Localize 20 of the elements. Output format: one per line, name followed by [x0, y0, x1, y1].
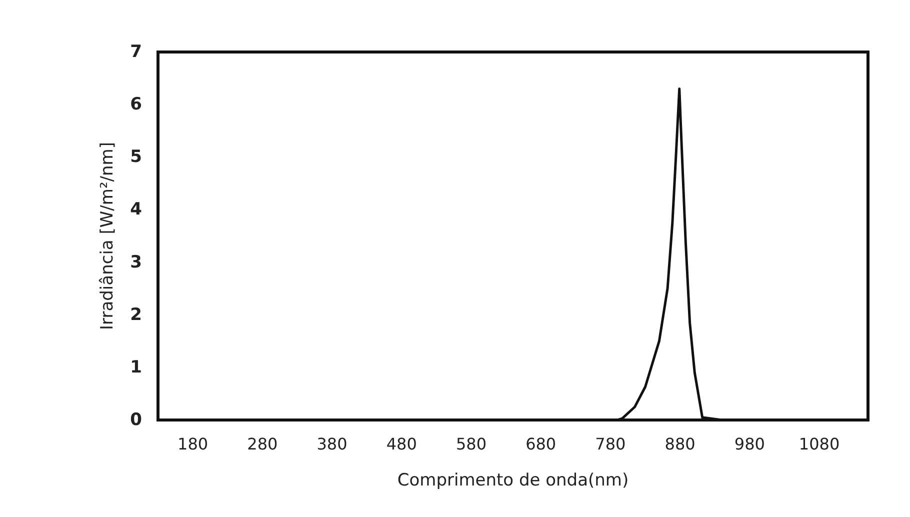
y-tick-label: 3: [130, 252, 142, 272]
y-tick-label: 6: [130, 94, 142, 115]
x-axis-title: Comprimento de onda(nm): [397, 470, 629, 490]
x-tick-label: 180: [178, 434, 208, 454]
x-tick-label: 380: [316, 434, 348, 454]
y-tick-label: 1: [130, 357, 142, 378]
y-tick-label: 0: [130, 410, 142, 430]
x-tick-label: 480: [386, 434, 417, 454]
x-tick-label: 1080: [798, 434, 840, 454]
x-tick-label: 280: [247, 434, 278, 454]
y-tick-label: 2: [130, 304, 142, 325]
y-tick-label: 4: [130, 200, 142, 220]
y-tick-label: 7: [130, 42, 142, 62]
x-tick-label: 780: [595, 434, 626, 454]
x-tick-label: 980: [734, 434, 765, 454]
x-tick-label: 580: [456, 434, 487, 454]
y-tick-label: 5: [130, 147, 142, 168]
y-axis-title: Irradiância [W/m²/nm]: [98, 142, 118, 330]
x-tick-label: 680: [526, 434, 556, 454]
x-tick-label: 880: [664, 434, 696, 454]
